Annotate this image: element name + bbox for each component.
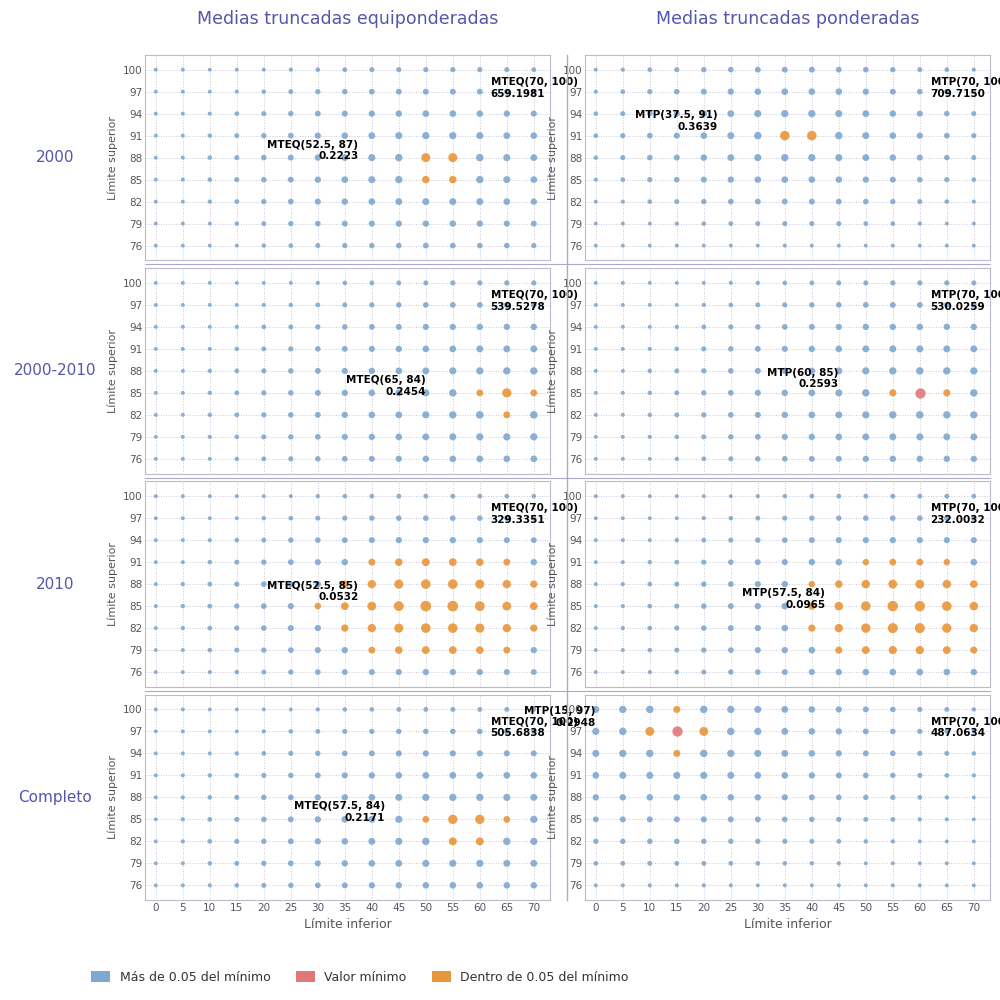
Point xyxy=(175,745,191,761)
Point xyxy=(777,275,793,291)
Point xyxy=(912,510,928,526)
Point xyxy=(588,238,604,254)
Point xyxy=(858,128,874,144)
Point xyxy=(669,84,685,100)
Point xyxy=(615,275,631,291)
Point xyxy=(615,150,631,166)
X-axis label: Límite inferior: Límite inferior xyxy=(744,918,831,931)
Point xyxy=(669,341,685,357)
Point xyxy=(364,767,380,783)
Point xyxy=(364,532,380,548)
Point xyxy=(148,341,164,357)
Point xyxy=(777,833,793,849)
Point xyxy=(885,451,901,467)
Point xyxy=(750,620,766,636)
Point xyxy=(642,297,658,313)
Point xyxy=(364,554,380,570)
Point xyxy=(642,598,658,614)
Point xyxy=(229,194,245,210)
Point xyxy=(912,598,928,614)
Point xyxy=(723,62,739,78)
Point xyxy=(202,488,218,504)
Point xyxy=(445,598,461,614)
Point xyxy=(229,488,245,504)
Point xyxy=(669,451,685,467)
Point xyxy=(337,789,353,805)
Point xyxy=(750,745,766,761)
Point xyxy=(391,194,407,210)
Point xyxy=(750,172,766,188)
Point xyxy=(642,789,658,805)
Point xyxy=(445,554,461,570)
Point xyxy=(615,429,631,445)
Point xyxy=(418,407,434,423)
Point xyxy=(499,172,515,188)
Point xyxy=(391,488,407,504)
Point xyxy=(256,642,272,658)
Point xyxy=(804,789,820,805)
Point xyxy=(696,664,712,680)
Point xyxy=(256,238,272,254)
Point xyxy=(256,128,272,144)
Point xyxy=(526,576,542,592)
Point xyxy=(445,451,461,467)
Point xyxy=(831,789,847,805)
Point xyxy=(283,701,299,717)
Point xyxy=(588,554,604,570)
Text: MTEQ(52.5, 87)
0.2223: MTEQ(52.5, 87) 0.2223 xyxy=(267,140,358,161)
Text: MTEQ(70, 100)
329.3351: MTEQ(70, 100) 329.3351 xyxy=(491,503,578,525)
Text: MTP(15, 97)
0.2948: MTP(15, 97) 0.2948 xyxy=(524,706,596,728)
Point xyxy=(175,194,191,210)
Point xyxy=(418,150,434,166)
Point xyxy=(858,855,874,871)
Point xyxy=(804,407,820,423)
Point xyxy=(615,789,631,805)
Point xyxy=(750,150,766,166)
Point xyxy=(445,745,461,761)
Point xyxy=(777,664,793,680)
Point xyxy=(588,510,604,526)
Point xyxy=(804,488,820,504)
Point xyxy=(337,488,353,504)
Point xyxy=(831,363,847,379)
Point xyxy=(831,451,847,467)
Point xyxy=(966,767,982,783)
Point xyxy=(391,554,407,570)
Point xyxy=(337,451,353,467)
Point xyxy=(858,811,874,827)
Point xyxy=(831,855,847,871)
Point xyxy=(696,789,712,805)
Point xyxy=(364,297,380,313)
Point xyxy=(669,429,685,445)
Point xyxy=(642,745,658,761)
Point xyxy=(256,106,272,122)
Point xyxy=(912,664,928,680)
Point xyxy=(615,833,631,849)
Point xyxy=(364,745,380,761)
Point xyxy=(337,701,353,717)
Point xyxy=(939,216,955,232)
Point xyxy=(723,216,739,232)
Point xyxy=(912,451,928,467)
Point xyxy=(642,664,658,680)
Point xyxy=(966,275,982,291)
Point xyxy=(175,620,191,636)
Point xyxy=(858,150,874,166)
Point xyxy=(256,488,272,504)
Point xyxy=(499,576,515,592)
Point xyxy=(696,576,712,592)
Point xyxy=(256,664,272,680)
Point xyxy=(283,576,299,592)
Point xyxy=(418,811,434,827)
Point xyxy=(202,855,218,871)
Point xyxy=(858,532,874,548)
Point xyxy=(202,216,218,232)
Point xyxy=(418,598,434,614)
Point xyxy=(364,194,380,210)
Point xyxy=(831,767,847,783)
Text: MTP(70, 100)
487.0634: MTP(70, 100) 487.0634 xyxy=(931,717,1000,738)
Point xyxy=(966,554,982,570)
Point xyxy=(966,238,982,254)
Text: MTEQ(57.5, 84)
0.2171: MTEQ(57.5, 84) 0.2171 xyxy=(294,801,385,823)
Point xyxy=(283,385,299,401)
